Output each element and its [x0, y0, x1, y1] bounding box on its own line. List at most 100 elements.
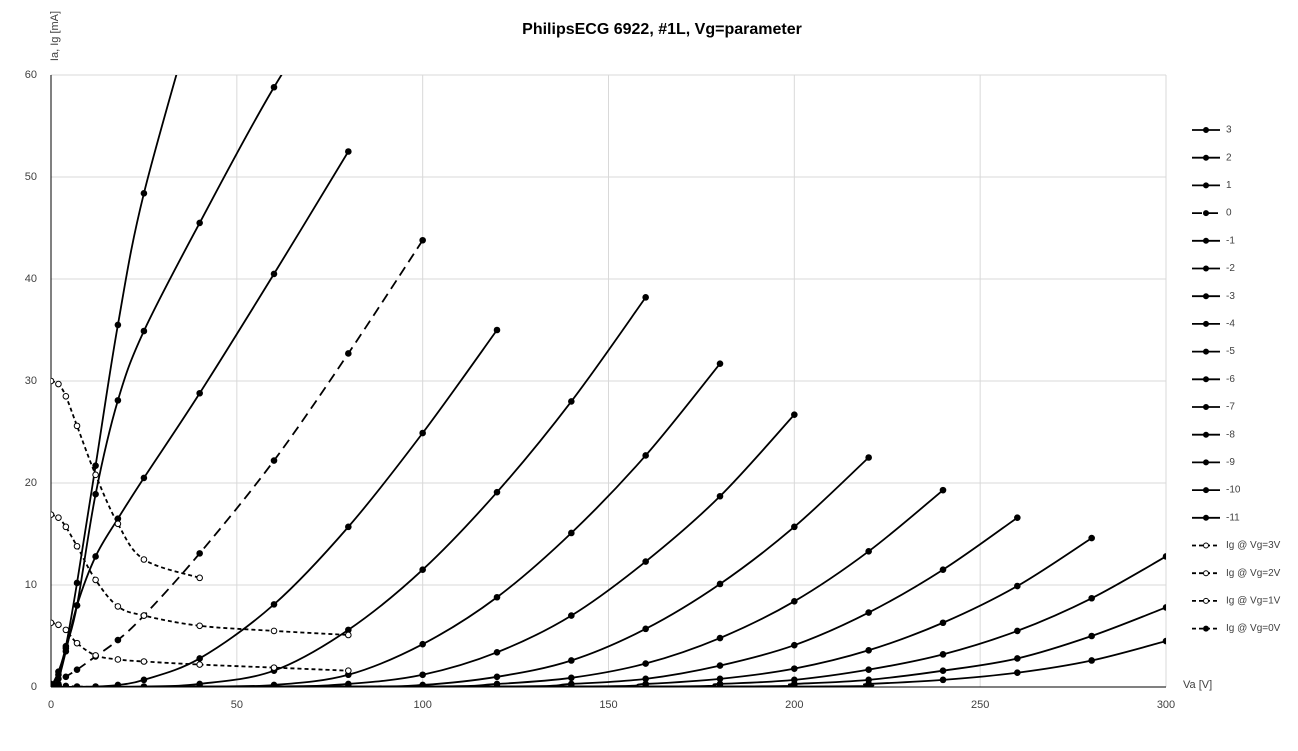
data-point: [196, 574, 203, 582]
data-point: [114, 683, 122, 687]
data-point: [140, 658, 148, 665]
data-point: [51, 680, 55, 687]
data-point: [345, 667, 352, 674]
data-point: [865, 666, 872, 673]
data-point: [419, 671, 426, 679]
data-point: [196, 683, 203, 687]
legend-label: -5: [1226, 346, 1235, 357]
y-tick-label: 10: [25, 579, 37, 591]
data-point: [73, 542, 81, 550]
y-tick-label: 30: [25, 375, 37, 387]
data-point: [791, 665, 798, 672]
legend-marker: [1203, 625, 1209, 632]
legend-marker: [1203, 237, 1209, 244]
legend-label: -7: [1226, 402, 1235, 413]
data-point: [568, 398, 575, 405]
legend-marker: [1203, 459, 1209, 466]
data-point: [419, 566, 426, 574]
data-point: [939, 651, 947, 658]
data-point: [642, 625, 649, 633]
legend-label: 2: [1226, 152, 1232, 163]
data-point: [716, 360, 724, 367]
y-tick-label: 20: [25, 477, 37, 489]
data-point: [196, 661, 203, 668]
data-point: [270, 601, 278, 608]
legend-marker: [1203, 597, 1209, 604]
x-tick-label: 300: [1157, 699, 1175, 711]
data-point: [939, 676, 947, 684]
data-point: [493, 488, 501, 496]
data-point: [1088, 632, 1095, 640]
data-point: [62, 673, 70, 681]
data-point: [196, 655, 203, 662]
data-point: [865, 609, 872, 616]
data-point: [1162, 604, 1166, 611]
data-point: [493, 649, 501, 656]
legend-marker: [1203, 376, 1209, 383]
data-point: [1014, 669, 1021, 677]
data-point: [62, 648, 70, 655]
series-line: [51, 363, 721, 687]
data-point: [92, 652, 99, 659]
data-point: [270, 664, 278, 671]
data-point: [939, 486, 947, 494]
x-tick-label: 150: [599, 699, 617, 711]
legend-marker: [1203, 514, 1209, 521]
data-point: [114, 636, 122, 644]
data-point: [345, 523, 352, 531]
data-point: [92, 576, 99, 584]
data-point: [345, 683, 352, 687]
data-point: [140, 474, 148, 482]
data-point: [1088, 534, 1095, 542]
data-point: [419, 640, 426, 648]
data-point: [493, 593, 501, 601]
data-point: [345, 148, 352, 155]
legend-label: -10: [1226, 485, 1241, 496]
data-point: [1014, 514, 1021, 521]
data-point: [62, 393, 70, 400]
data-point: [791, 598, 798, 605]
chart-title: PhilipsECG 6922, #1L, Vg=parameter: [522, 21, 802, 38]
legend-marker: [1203, 570, 1209, 577]
legend-marker: [1203, 487, 1209, 494]
data-point: [270, 627, 278, 635]
series-line: [51, 75, 283, 687]
legend-marker: [1203, 293, 1209, 300]
data-point: [92, 471, 99, 479]
data-point: [196, 622, 203, 630]
data-point: [1014, 582, 1021, 590]
data-point: [73, 579, 81, 587]
y-tick-label: 40: [25, 273, 37, 285]
legend-label: Ig @ Vg=1V: [1226, 596, 1281, 607]
data-point: [939, 566, 947, 574]
x-tick-label: 0: [48, 699, 54, 711]
data-point: [114, 397, 122, 404]
data-point: [939, 667, 947, 674]
data-point: [114, 603, 122, 610]
data-point: [1088, 594, 1095, 602]
data-point: [791, 411, 798, 418]
grid: 0 10 20 30 40 50 60 0 50 100 150 200 250 300: [25, 69, 1175, 711]
legend-marker: [1203, 404, 1209, 410]
data-point: [345, 350, 352, 357]
data-point: [55, 681, 62, 687]
data-point: [140, 190, 148, 197]
legend-label: -3: [1226, 291, 1235, 302]
data-point: [493, 673, 501, 681]
data-point: [568, 612, 575, 619]
data-point: [568, 674, 575, 682]
data-point: [716, 662, 724, 669]
legend-marker: [1203, 542, 1209, 549]
data-point: [716, 492, 724, 500]
data-point: [140, 676, 148, 684]
data-point: [73, 639, 81, 647]
data-point: [642, 660, 649, 667]
legend-label: -9: [1226, 457, 1235, 468]
legend-label: -4: [1226, 319, 1235, 330]
legend-label: Ig @ Vg=0V: [1226, 623, 1281, 634]
data-point: [1162, 553, 1166, 560]
data-point: [865, 454, 872, 461]
series-line: [51, 621, 349, 672]
data-point: [791, 683, 798, 687]
